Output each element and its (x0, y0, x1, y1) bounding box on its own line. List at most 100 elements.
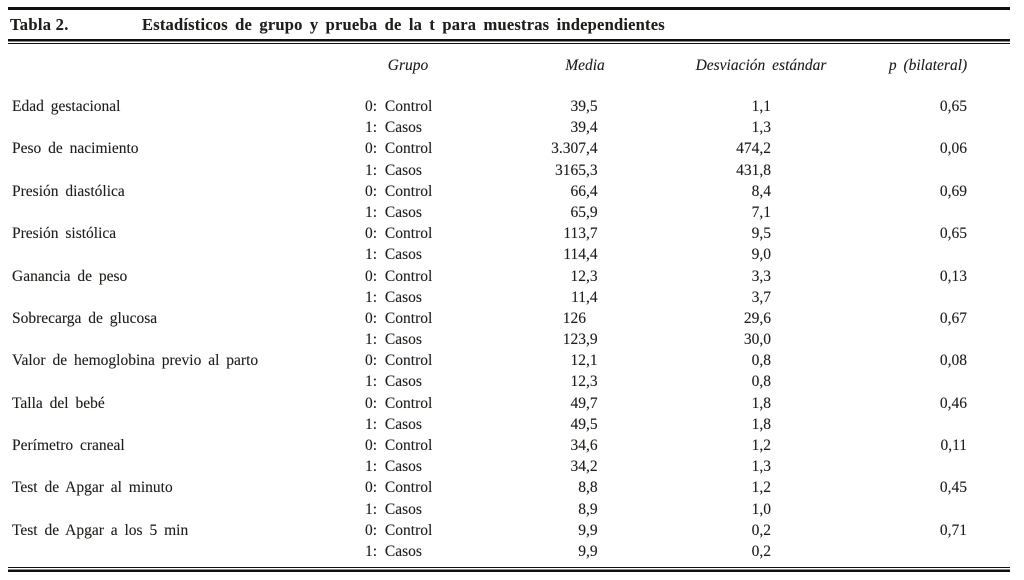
group-cell: 1: Casos (365, 203, 422, 221)
media-frac: ,9 (586, 331, 598, 349)
group-cell: 1: Casos (365, 458, 422, 476)
media-frac: ,7 (586, 225, 598, 243)
media-frac: ,6 (586, 437, 598, 454)
column-header-p-bilateral: p (bilateral) (888, 57, 968, 74)
media-frac: ,4 (586, 140, 598, 158)
media-frac: ,2 (586, 458, 598, 476)
media-frac: ,7 (586, 394, 598, 412)
variable-label: Ganancia de peso (12, 267, 128, 285)
group-cell: 0: Control (365, 352, 433, 370)
row-filler (967, 244, 1012, 265)
variable-label (12, 541, 365, 562)
group-cell: 1: Casos (365, 542, 422, 560)
media-int: 12 (570, 373, 587, 391)
p-cell: 0,67 (939, 309, 967, 327)
p-cell (771, 117, 967, 138)
media-int: 49 (570, 415, 587, 433)
variable-label: Test de Apgar a los 5 min (12, 521, 189, 539)
table-row: Ganancia de peso 0: Control 12,3 3,3 0,13 (12, 266, 1012, 287)
p-cell: 0,71 (939, 521, 967, 539)
variable-label: Presión diastólica (12, 182, 125, 200)
media-int: 12 (570, 267, 587, 285)
row-filler (967, 414, 1012, 435)
p-cell (771, 329, 967, 350)
p-cell (771, 202, 967, 223)
row-filler (967, 223, 1012, 244)
p-cell: 0,45 (939, 479, 967, 497)
group-cell: 0: Control (365, 140, 433, 158)
media-frac: ,9 (586, 203, 598, 221)
variable-label: Talla del bebé (12, 394, 105, 412)
media-frac: ,1 (586, 352, 598, 370)
group-cell: 1: Casos (365, 373, 422, 391)
p-cell (771, 371, 967, 392)
p-cell (771, 244, 967, 265)
row-filler (967, 456, 1012, 477)
row-filler (967, 371, 1012, 392)
media-int: 66 (570, 182, 587, 200)
media-int: 9 (578, 542, 586, 560)
group-cell: 0: Control (365, 182, 433, 200)
group-cell: 0: Control (365, 479, 433, 497)
table-row: 1: Casos 114,4 9,0 (12, 244, 1012, 265)
media-int: 12 (570, 352, 587, 370)
caption-separator-rule (8, 39, 1010, 44)
p-cell (771, 414, 967, 435)
media-frac: ,8 (586, 479, 598, 497)
row-filler (967, 499, 1012, 520)
column-header-media: Media (565, 57, 605, 74)
sd-cell: 7,1 (751, 203, 771, 221)
row-filler (967, 541, 1012, 562)
group-cell: 1: Casos (365, 119, 422, 137)
sd-cell: 8,4 (751, 182, 771, 200)
sd-cell: 474,2 (736, 140, 771, 158)
table-row: Test de Apgar a los 5 min 0: Control 9,9 0,… (12, 520, 1012, 541)
group-cell: 1: Casos (365, 415, 422, 433)
sd-cell: 1,3 (751, 458, 771, 476)
row-filler (967, 350, 1012, 371)
table-row: 1: Casos 123,9 30,0 (12, 329, 1012, 350)
table-row: 1: Casos 3165,3 431,8 (12, 160, 1012, 181)
table-row: 1: Casos 34,2 1,3 (12, 456, 1012, 477)
media-frac: ,9 (586, 521, 598, 539)
group-cell: 1: Casos (365, 331, 422, 349)
media-int: 34 (570, 458, 587, 476)
group-cell: 0: Control (365, 437, 433, 454)
table-row: 1: Casos 65,9 7,1 (12, 202, 1012, 223)
variable-label: Test de Apgar al minuto (12, 479, 173, 497)
variable-label (12, 499, 365, 520)
group-cell: 0: Control (365, 394, 433, 412)
media-int: 39 (570, 119, 587, 137)
group-cell: 1: Casos (365, 161, 422, 179)
group-cell: 0: Control (365, 521, 433, 539)
media-int: 114 (563, 246, 586, 264)
variable-label (12, 329, 365, 350)
media-int: 34 (570, 437, 587, 454)
media-int: 9 (578, 521, 586, 539)
row-filler (967, 96, 1012, 117)
column-header-desviacion-estandar: Desviación estándar (695, 57, 827, 74)
table-row: 1: Casos 49,5 1,8 (12, 414, 1012, 435)
variable-label (12, 244, 365, 265)
sd-cell: 0,8 (751, 352, 771, 370)
media-int: 65 (570, 203, 587, 221)
variable-label (12, 371, 365, 392)
sd-cell: 30,0 (743, 331, 771, 349)
media-frac: ,4 (586, 246, 598, 264)
table-row: Test de Apgar al minuto 0: Control 8,8 1,2 0… (12, 477, 1012, 498)
media-frac: ,3 (586, 373, 598, 391)
sd-cell: 1,3 (751, 119, 771, 137)
variable-label: Peso de nacimiento (12, 140, 139, 158)
table-row: Valor de hemoglobina previo al parto 0: C… (12, 350, 1012, 371)
sd-cell: 3,3 (751, 267, 771, 285)
variable-label: Perímetro craneal (12, 437, 125, 454)
table-row: Talla del bebé 0: Control 49,7 1,8 0,46 (12, 393, 1012, 414)
variable-label: Presión sistólica (12, 225, 117, 243)
p-cell: 0,46 (939, 394, 967, 412)
variable-label (12, 414, 365, 435)
media-frac: ,5 (586, 98, 598, 115)
media-frac: ,4 (586, 182, 598, 200)
p-cell (771, 541, 967, 562)
table-row: 1: Casos 8,9 1,0 (12, 499, 1012, 520)
sd-cell: 0,2 (751, 542, 771, 560)
